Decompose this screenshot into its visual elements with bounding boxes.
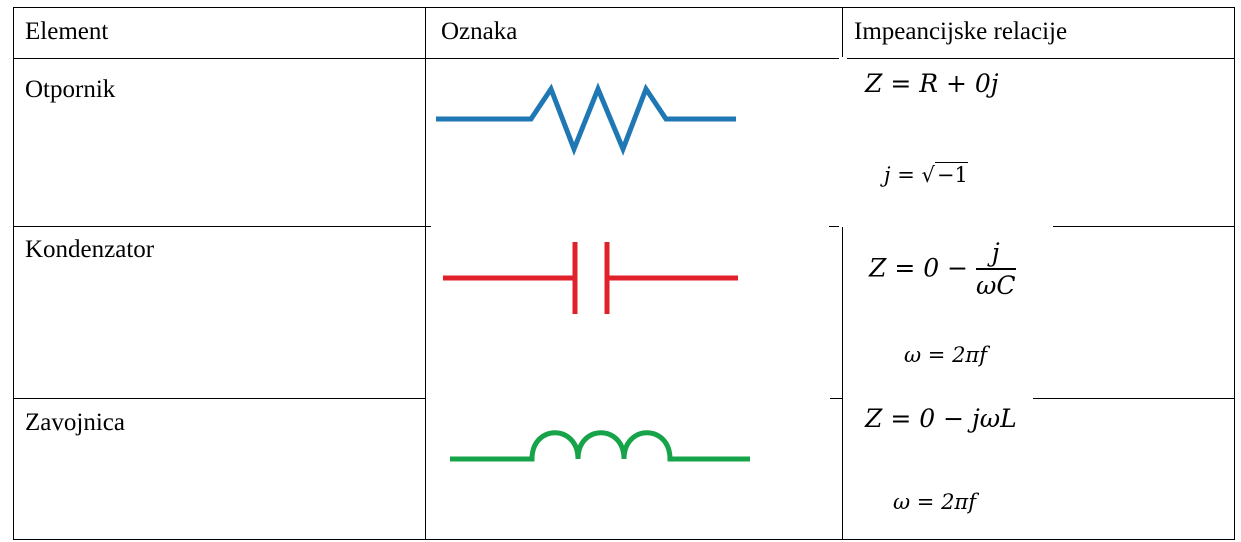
header-oznaka: Oznaka [441, 18, 518, 45]
formula-capacitor-numerator: j [975, 240, 1016, 270]
formula-capacitor-sub: ω = 2πf [904, 343, 988, 367]
formula-capacitor-denominator: ωC [975, 271, 1016, 300]
header-element: Element [25, 18, 109, 45]
image-overlap-patch [843, 395, 1033, 405]
formula-capacitor-lhs: Z [869, 253, 887, 283]
table-border-bottom [13, 539, 1235, 540]
formula-resistor-rhs: = R + 0j [890, 69, 999, 98]
impedance-table: Element Oznaka Impeancijske relacije Otp… [13, 7, 1235, 540]
resistor-icon [436, 82, 736, 156]
table-col-divider-2 [842, 7, 843, 540]
element-name-capacitor: Kondenzator [25, 236, 155, 263]
formula-resistor-sub: j = √−1 [884, 162, 968, 187]
formula-resistor-sub-lhs: j [884, 163, 891, 187]
header-impedance-relations: Impeancijske relacije [854, 18, 1068, 45]
formula-resistor-radicand: −1 [934, 162, 968, 187]
inductor-icon [450, 430, 750, 462]
element-name-resistor: Otpornik [25, 76, 116, 103]
table-border-top [13, 7, 1235, 8]
image-overlap-patch [839, 57, 847, 227]
table-col-divider-1 [425, 7, 426, 540]
formula-capacitor-fraction: j ωC [975, 240, 1016, 300]
table-border-left [13, 7, 14, 540]
formula-resistor-sub-eq: = [897, 163, 915, 187]
capacitor-icon [443, 242, 738, 314]
formula-resistor-main: Z = R + 0j [865, 69, 999, 98]
formula-resistor-lhs: Z [865, 69, 883, 98]
image-overlap-patch [426, 395, 830, 405]
table-header-divider [13, 58, 1235, 59]
formula-inductor-sub: ω = 2πf [893, 490, 977, 514]
formula-inductor-main: Z = 0 − jωL [865, 404, 1017, 433]
formula-capacitor-mid: = 0 − [894, 253, 969, 283]
table-border-right [1234, 7, 1235, 540]
image-overlap-patch [843, 223, 1053, 233]
image-overlap-patch [431, 223, 829, 233]
element-name-inductor: Zavojnica [25, 409, 125, 436]
sqrt-icon: √−1 [921, 162, 968, 187]
formula-capacitor-main: Z = 0 − j ωC [869, 240, 1016, 300]
